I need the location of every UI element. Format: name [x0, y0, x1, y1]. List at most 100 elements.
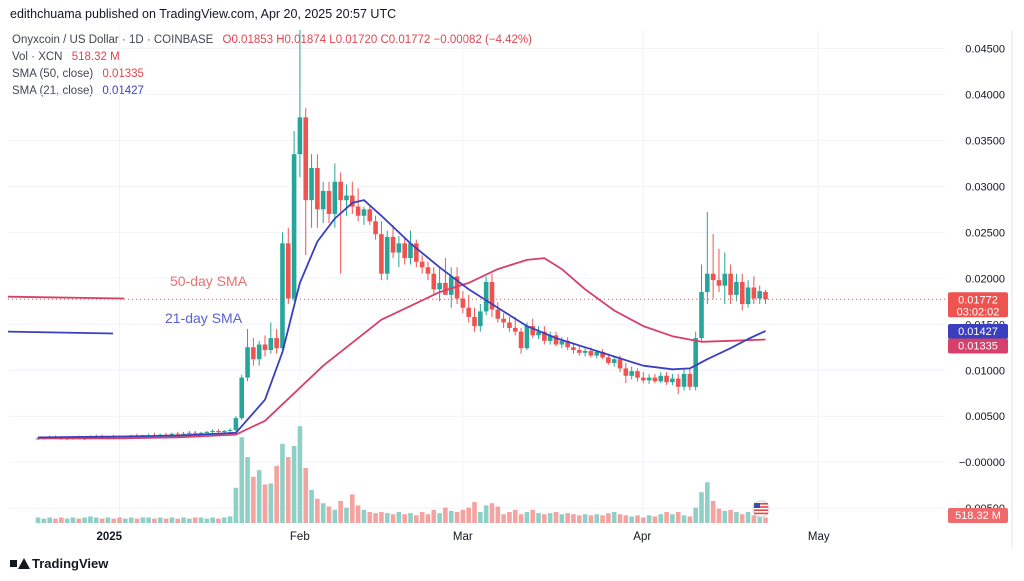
- candle-body: [576, 350, 582, 353]
- flag-stripe: [754, 503, 768, 505]
- volume-bar: [745, 512, 751, 523]
- candle-body: [384, 236, 390, 274]
- legend-symbol[interactable]: Onyxcoin / US Dollar · 1D · COINBASE: [12, 34, 214, 46]
- last-price-tag-bg: [948, 292, 1008, 318]
- sma50-tag: 0.01335: [948, 338, 1008, 354]
- candle: [315, 154, 320, 228]
- candle: [285, 227, 291, 305]
- volume-bar: [123, 518, 128, 523]
- legend-sma50-label[interactable]: SMA (50, close): [12, 68, 94, 80]
- candle-body: [658, 375, 664, 382]
- candle-body: [466, 307, 471, 317]
- volume-bar: [297, 426, 303, 523]
- volume-bar: [175, 518, 180, 523]
- candle: [710, 234, 716, 299]
- flag-stripe: [754, 506, 768, 508]
- candle: [320, 181, 326, 224]
- candle: [507, 316, 512, 332]
- volume-bar: [320, 503, 326, 523]
- sma50-line: [38, 257, 766, 440]
- volume-bar: [734, 512, 739, 523]
- candle: [518, 327, 524, 354]
- candle-body: [641, 377, 646, 381]
- y-tick-label: 0.03500: [965, 135, 1005, 147]
- candle-body: [646, 377, 652, 381]
- candle: [350, 181, 355, 214]
- candle-body: [745, 287, 751, 305]
- candle-body: [210, 430, 215, 432]
- candle-body: [425, 267, 431, 274]
- candle: [297, 30, 303, 178]
- volume-bar: [454, 512, 460, 523]
- candle-body: [751, 287, 757, 299]
- candle-body: [256, 344, 262, 360]
- candle-body: [693, 338, 698, 387]
- candle: [303, 108, 309, 256]
- candle: [623, 362, 629, 384]
- volume-tag: 518.32 M: [948, 508, 1008, 523]
- volume-bar: [332, 509, 338, 523]
- candle-body: [710, 273, 716, 281]
- candle-body: [408, 243, 413, 259]
- candle-body: [204, 431, 210, 433]
- candle: [705, 212, 710, 305]
- candle: [658, 372, 664, 384]
- volume-bar: [582, 514, 588, 523]
- volume-tag-text: 518.32 M: [955, 510, 1001, 522]
- candle-body: [565, 340, 570, 348]
- candle: [361, 206, 367, 225]
- candle: [251, 338, 256, 366]
- x-tick-label: Feb: [290, 531, 310, 543]
- volume-bar: [99, 518, 105, 523]
- volume-bar: [227, 516, 233, 523]
- sma21-tag: 0.01427: [948, 323, 1008, 339]
- volume-bar: [344, 507, 349, 523]
- candle: [739, 273, 745, 311]
- us-flag-icon: [752, 500, 770, 518]
- y-tick-label: 0.04500: [965, 43, 1005, 55]
- candle: [495, 302, 501, 323]
- legend-volume-label[interactable]: Vol · XCN: [12, 51, 63, 63]
- candle-body: [431, 273, 437, 290]
- volume-bar: [483, 505, 489, 523]
- volume-bar: [140, 517, 146, 523]
- volume-bar: [646, 515, 652, 523]
- candle: [460, 291, 466, 314]
- volume-bar: [315, 498, 320, 523]
- volume-bar: [390, 514, 396, 523]
- y-tick-label: 0.02500: [965, 227, 1005, 239]
- candle: [309, 154, 314, 228]
- volume-bar: [716, 508, 722, 523]
- candle: [419, 255, 425, 274]
- legend-volume-value: 518.32 M: [71, 51, 120, 63]
- candle-body: [664, 375, 669, 383]
- candle: [699, 264, 704, 341]
- candle: [681, 368, 687, 391]
- volume-bar: [192, 517, 198, 523]
- volume-bar: [396, 512, 402, 523]
- volume-bar: [245, 457, 250, 523]
- candle: [675, 373, 681, 395]
- volume-bar: [542, 514, 547, 523]
- candle: [652, 373, 658, 384]
- volume-bar: [553, 512, 559, 523]
- tradingview-footer[interactable]: TradingView: [10, 556, 108, 571]
- candle-body: [437, 282, 442, 290]
- candle: [355, 188, 361, 222]
- candle-body: [687, 373, 693, 387]
- candle-body: [251, 347, 256, 360]
- volume-bar: [635, 515, 640, 523]
- volume-bar: [408, 513, 413, 523]
- candle-body: [198, 432, 204, 434]
- candle-body: [594, 351, 600, 356]
- candle-body: [652, 377, 658, 382]
- candle-body: [419, 261, 425, 268]
- candle-body: [309, 167, 314, 201]
- volume-bar: [530, 509, 536, 523]
- candle-layer: [35, 30, 768, 441]
- volume-bar: [128, 517, 134, 523]
- candle: [745, 280, 751, 308]
- candle: [245, 328, 250, 382]
- candle: [431, 267, 437, 295]
